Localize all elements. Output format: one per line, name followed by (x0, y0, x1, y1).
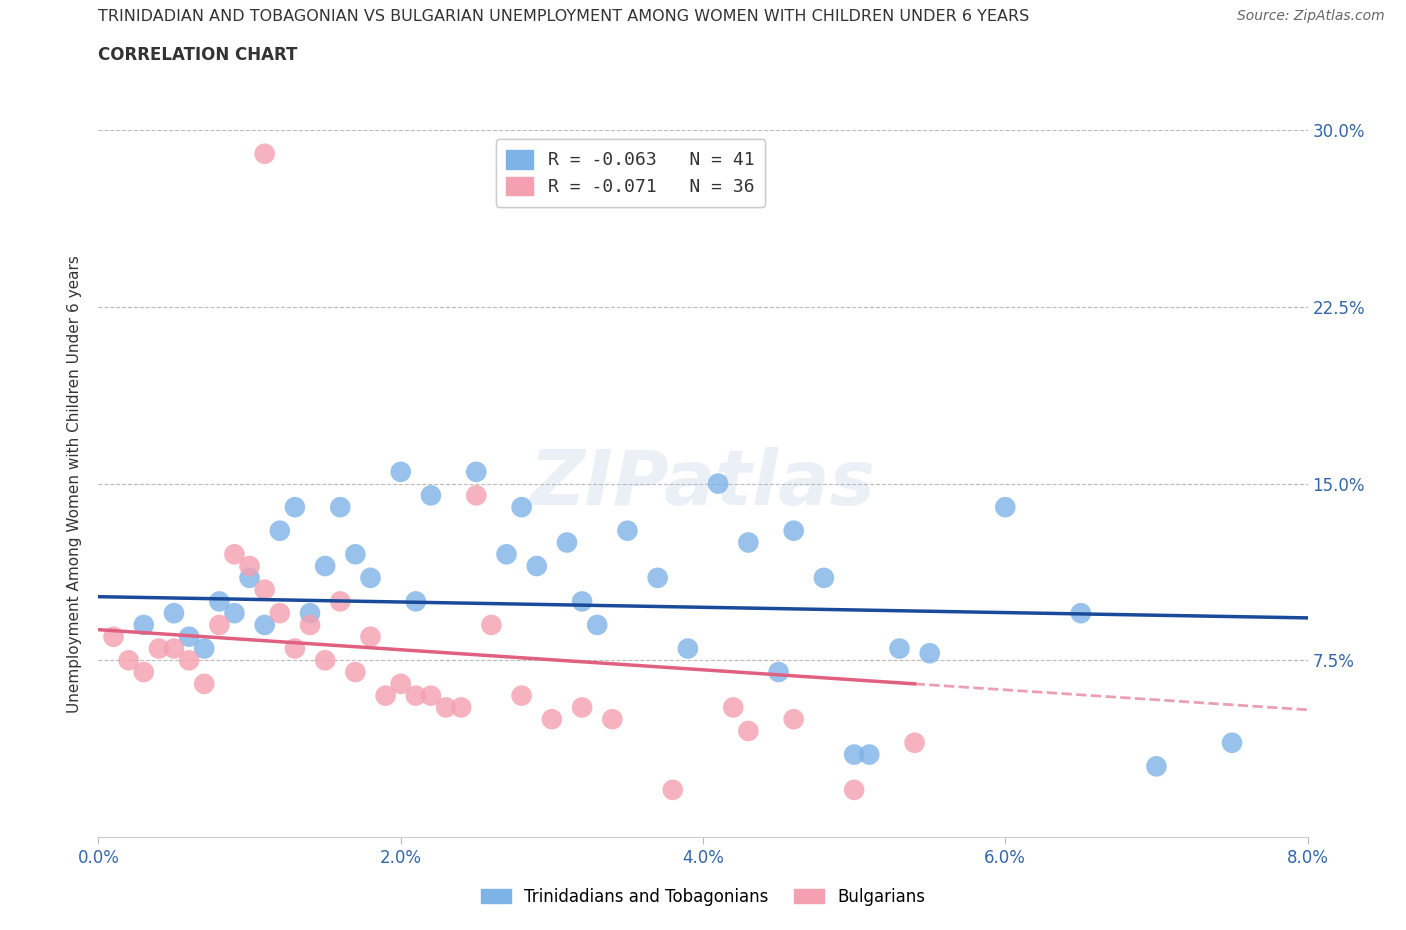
Text: TRINIDADIAN AND TOBAGONIAN VS BULGARIAN UNEMPLOYMENT AMONG WOMEN WITH CHILDREN U: TRINIDADIAN AND TOBAGONIAN VS BULGARIAN … (98, 9, 1029, 24)
Point (723, 700, 745, 715)
Point (889, 641, 911, 656)
Point (329, 499, 352, 514)
Point (284, 499, 307, 514)
Point (193, 676, 215, 691)
Point (253, 618, 276, 632)
Point (1220, 736, 1243, 751)
Point (148, 641, 170, 656)
Point (163, 641, 186, 656)
Point (510, 688, 533, 703)
Point (239, 570, 262, 585)
Point (360, 630, 382, 644)
Point (405, 594, 427, 609)
Point (813, 570, 835, 585)
Point (193, 641, 215, 656)
Point (253, 582, 276, 597)
Point (541, 711, 564, 726)
Point (450, 700, 472, 715)
Point (510, 499, 533, 514)
Point (405, 688, 427, 703)
Point (103, 630, 125, 644)
Point (602, 711, 624, 726)
Point (163, 605, 186, 620)
Point (269, 524, 291, 538)
Point (434, 700, 457, 715)
Point (481, 618, 503, 632)
Point (783, 524, 806, 538)
Point (1146, 759, 1168, 774)
Point (344, 547, 367, 562)
Point (707, 476, 730, 491)
Point (858, 747, 880, 762)
Point (571, 700, 593, 715)
Point (224, 547, 246, 562)
Point (844, 782, 866, 797)
Text: CORRELATION CHART: CORRELATION CHART (98, 46, 298, 64)
Point (768, 665, 790, 680)
Point (239, 559, 262, 574)
Point (420, 688, 443, 703)
Point (360, 570, 382, 585)
Point (374, 688, 396, 703)
Point (224, 605, 246, 620)
Point (132, 618, 155, 632)
Point (662, 782, 685, 797)
Legend: R = -0.063   N = 41, R = -0.071   N = 36: R = -0.063 N = 41, R = -0.071 N = 36 (495, 140, 765, 206)
Text: ZIPatlas: ZIPatlas (530, 446, 876, 521)
Point (208, 594, 231, 609)
Point (555, 535, 578, 550)
Point (783, 711, 806, 726)
Point (389, 464, 412, 479)
Point (314, 653, 336, 668)
Point (616, 524, 638, 538)
Point (118, 653, 141, 668)
Text: Source: ZipAtlas.com: Source: ZipAtlas.com (1237, 9, 1385, 23)
Point (526, 559, 548, 574)
Point (904, 736, 927, 751)
Point (647, 570, 669, 585)
Point (676, 641, 699, 656)
Point (571, 594, 593, 609)
Point (132, 665, 155, 680)
Point (586, 618, 609, 632)
Point (465, 464, 488, 479)
Point (918, 645, 941, 660)
Point (994, 499, 1017, 514)
Point (179, 630, 201, 644)
Point (344, 665, 367, 680)
Point (1070, 605, 1092, 620)
Point (314, 559, 336, 574)
Point (495, 547, 517, 562)
Point (208, 618, 231, 632)
Point (329, 594, 352, 609)
Point (389, 676, 412, 691)
Point (737, 535, 759, 550)
Point (179, 653, 201, 668)
Point (465, 488, 488, 503)
Point (737, 724, 759, 738)
Point (253, 146, 276, 161)
Y-axis label: Unemployment Among Women with Children Under 6 years: Unemployment Among Women with Children U… (67, 255, 83, 712)
Point (420, 488, 443, 503)
Point (844, 747, 866, 762)
Legend: Trinidadians and Tobagonians, Bulgarians: Trinidadians and Tobagonians, Bulgarians (474, 881, 932, 912)
Point (299, 618, 322, 632)
Point (299, 605, 322, 620)
Point (269, 605, 291, 620)
Point (284, 641, 307, 656)
